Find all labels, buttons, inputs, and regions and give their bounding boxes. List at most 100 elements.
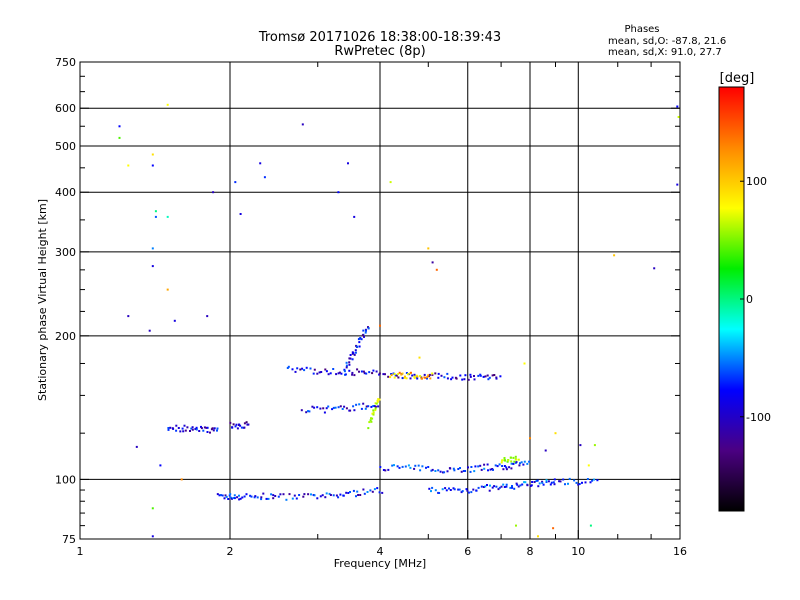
data-point bbox=[203, 426, 206, 429]
data-point bbox=[413, 376, 416, 379]
data-point bbox=[464, 470, 467, 472]
data-point bbox=[377, 398, 380, 401]
data-point bbox=[375, 402, 378, 405]
colorbar-tick-label: -100 bbox=[746, 411, 771, 424]
data-point bbox=[213, 427, 216, 430]
data-point bbox=[486, 374, 489, 377]
data-point bbox=[515, 524, 517, 527]
data-point bbox=[358, 345, 361, 348]
data-point bbox=[378, 373, 381, 376]
data-point bbox=[339, 405, 342, 408]
data-point bbox=[345, 364, 348, 367]
data-point bbox=[206, 426, 209, 429]
data-point bbox=[513, 460, 516, 463]
y-tick-label: 500 bbox=[55, 140, 76, 153]
data-point bbox=[541, 480, 544, 483]
data-point bbox=[362, 402, 365, 405]
data-point bbox=[504, 459, 507, 462]
data-point bbox=[167, 427, 170, 429]
data-point bbox=[449, 489, 452, 491]
data-point bbox=[498, 463, 501, 466]
colorbar-label: [deg] bbox=[720, 71, 755, 86]
data-point bbox=[495, 376, 498, 379]
data-point bbox=[524, 481, 527, 484]
data-point bbox=[446, 377, 449, 380]
data-point bbox=[316, 406, 319, 409]
x-tick-label: 8 bbox=[527, 545, 534, 558]
data-point bbox=[460, 491, 463, 494]
data-point bbox=[362, 488, 365, 491]
data-point bbox=[449, 467, 452, 470]
data-point bbox=[465, 488, 468, 491]
data-point bbox=[328, 492, 331, 495]
data-point bbox=[148, 329, 151, 332]
data-point bbox=[372, 413, 375, 416]
data-point bbox=[393, 373, 396, 375]
data-point bbox=[372, 369, 375, 372]
data-point bbox=[356, 345, 359, 348]
data-point bbox=[329, 372, 332, 375]
data-point bbox=[369, 419, 372, 422]
data-point bbox=[332, 406, 335, 409]
data-point bbox=[499, 375, 502, 378]
y-axis-ticks: 75 100 200 300 400 500 600 750 bbox=[55, 56, 680, 546]
phase-colorbar: [deg] 100 0 -100 bbox=[718, 71, 771, 512]
data-point bbox=[505, 483, 508, 486]
data-point bbox=[487, 378, 490, 381]
data-point bbox=[343, 405, 346, 408]
data-point bbox=[589, 481, 592, 484]
y-axis-label: Stationary phase Virtual Height [km] bbox=[36, 199, 49, 401]
data-point bbox=[511, 485, 513, 487]
data-point bbox=[286, 367, 289, 369]
data-point bbox=[351, 373, 354, 376]
data-point bbox=[469, 375, 472, 378]
data-point bbox=[198, 430, 201, 432]
data-point bbox=[387, 375, 390, 378]
data-point bbox=[357, 338, 360, 341]
data-point bbox=[181, 427, 184, 430]
data-point bbox=[515, 482, 518, 485]
x-axis-ticks: 1 2 4 6 8 10 16 bbox=[77, 62, 687, 558]
data-point bbox=[553, 478, 556, 481]
data-point bbox=[340, 372, 343, 375]
data-point bbox=[363, 492, 366, 495]
data-point bbox=[277, 495, 280, 498]
data-point bbox=[389, 376, 392, 379]
data-point bbox=[398, 371, 401, 374]
data-point bbox=[352, 489, 355, 492]
data-point bbox=[430, 490, 432, 493]
colorbar-tick-label: 0 bbox=[746, 293, 753, 306]
data-point bbox=[523, 362, 526, 365]
data-point bbox=[440, 374, 443, 377]
data-point bbox=[232, 497, 235, 499]
data-point bbox=[407, 464, 410, 467]
data-point bbox=[347, 162, 349, 165]
data-point bbox=[354, 351, 357, 354]
data-point bbox=[265, 497, 268, 500]
chart-title: Tromsø 20171026 18:38:00-18:39:43 bbox=[258, 30, 501, 45]
data-point bbox=[498, 486, 501, 489]
data-point bbox=[567, 482, 569, 485]
data-point bbox=[228, 494, 231, 497]
data-point bbox=[510, 460, 513, 463]
data-point bbox=[348, 361, 351, 364]
data-point bbox=[591, 479, 594, 482]
data-point bbox=[558, 480, 561, 483]
data-point bbox=[541, 481, 544, 484]
data-point bbox=[409, 377, 412, 380]
data-point bbox=[364, 407, 367, 410]
data-point bbox=[233, 497, 236, 500]
data-point bbox=[358, 403, 361, 406]
data-point bbox=[337, 496, 340, 499]
data-point bbox=[545, 479, 548, 482]
data-point bbox=[519, 484, 522, 487]
data-point bbox=[419, 469, 422, 472]
x-tick-label: 6 bbox=[464, 545, 471, 558]
data-point bbox=[443, 471, 446, 474]
data-point bbox=[473, 375, 475, 377]
data-point bbox=[364, 331, 367, 334]
data-point bbox=[345, 366, 348, 369]
data-point bbox=[370, 405, 373, 408]
data-point bbox=[182, 430, 185, 433]
